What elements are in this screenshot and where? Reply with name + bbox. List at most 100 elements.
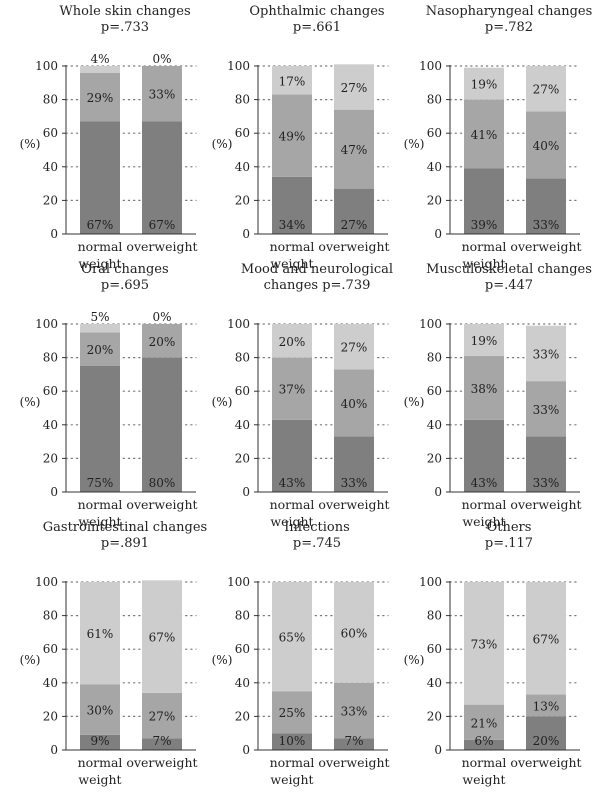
chart-title-line: Nasopharyngeal changes <box>425 4 593 19</box>
data-label: 65% <box>279 631 306 645</box>
chart-panel: Oral changes p=.695 75% 20% 5% 80% 20% 0% 0 20 40 6… <box>0 258 200 529</box>
y-tick-label: 60 <box>43 384 58 398</box>
y-tick-label: 0 <box>50 743 58 757</box>
bar-segment-bottom <box>142 121 182 234</box>
bar-segment-top <box>80 582 120 685</box>
bar-segment-top <box>272 582 312 692</box>
data-label: 27% <box>149 710 176 724</box>
x-tick-label: weight <box>270 256 313 271</box>
bar-segment-bottom <box>80 121 120 234</box>
plot-area: 39% 41% 19% 33% 40% 27% 0 20 40 60 80 100 (%) normal w… <box>404 59 582 271</box>
chart-panel: Others p=.117 6% 21% 73% 20% 13% 67% 0 20 40 60 80 10… <box>384 516 584 787</box>
data-label: 4% <box>90 52 109 66</box>
bar-segment-bottom <box>142 357 182 492</box>
chart-panel: Gastrointestinal changes p=.891 9% 30% 61% 7%… <box>0 516 208 787</box>
data-label: 33% <box>533 476 560 490</box>
bar-segment-bottom <box>464 168 504 234</box>
bar-segment-bottom <box>80 366 120 492</box>
data-label: 33% <box>341 476 368 490</box>
y-tick-label: 20 <box>235 451 250 465</box>
plot-area: 43% 38% 19% 33% 33% 33% 0 20 40 60 80 100 (%) normal w… <box>404 317 582 529</box>
data-label: 60% <box>341 626 368 640</box>
y-tick-label: 60 <box>43 642 58 656</box>
data-label: 27% <box>341 341 368 355</box>
x-tick-label: weight <box>462 772 505 787</box>
bar-segment-middle <box>80 684 120 735</box>
chart-title: Nasopharyngeal changes p=.782 <box>424 4 594 36</box>
chart-subtitle: p=.745 <box>292 536 342 551</box>
x-tick-label: overweight <box>510 497 581 512</box>
y-tick-label: 20 <box>235 193 250 207</box>
bar-segment-top <box>526 582 566 695</box>
bar-segment-middle <box>464 99 504 169</box>
y-tick-label: 60 <box>235 384 250 398</box>
y-tick-label: 0 <box>50 485 58 499</box>
y-tick-label: 20 <box>427 451 442 465</box>
y-tick-label: 20 <box>43 709 58 723</box>
bar-segment-bottom <box>272 176 312 234</box>
y-tick-label: 80 <box>43 351 58 365</box>
y-tick-label: 20 <box>43 193 58 207</box>
y-tick-label: 80 <box>235 93 250 107</box>
chart-title-line: Mood and neurological <box>240 262 394 277</box>
bar-segment-top <box>526 66 566 112</box>
chart-title: Infections p=.745 <box>232 520 402 552</box>
chart-title: Whole skin changes p=.733 <box>40 4 210 36</box>
data-label: 75% <box>87 476 114 490</box>
x-tick-label: normal <box>270 497 315 512</box>
bar-segment-bottom <box>272 419 312 492</box>
data-label: 43% <box>279 476 306 490</box>
x-tick-label: normal <box>462 497 507 512</box>
data-label: 38% <box>471 382 498 396</box>
y-tick-label: 60 <box>427 642 442 656</box>
chart-svg: 43% 38% 19% 33% 33% 33% 0 20 40 60 80 100 (%) normal w… <box>404 317 582 529</box>
bar-segment-middle <box>142 324 182 358</box>
y-axis-label: (%) <box>212 137 233 151</box>
y-tick-label: 0 <box>242 485 250 499</box>
chart-subtitle: p=.782 <box>484 20 534 35</box>
x-tick-label: normal <box>78 497 123 512</box>
chart-title: Oral changes p=.695 <box>40 262 210 294</box>
data-label: 49% <box>279 130 306 144</box>
bar-segment-top <box>464 582 504 705</box>
y-tick-label: 60 <box>235 642 250 656</box>
bar-segment-middle <box>526 111 566 179</box>
chart-title-line: Gastrointestinal changes <box>42 520 208 535</box>
bar-segment-bottom <box>272 733 312 750</box>
plot-area: 34% 49% 17% 27% 47% 27% 0 20 40 60 80 100 (%) normal w… <box>212 59 390 271</box>
chart-panel: Whole skin changes p=.733 67% 29% 4% 67% 33% 0%… <box>0 0 200 271</box>
y-axis-label: (%) <box>212 653 233 667</box>
bar-segment-middle <box>80 332 120 366</box>
data-label: 7% <box>344 734 363 748</box>
plot-area: 43% 37% 20% 33% 40% 27% 0 20 40 60 80 100 (%) normal w… <box>212 317 390 529</box>
x-tick-label: normal <box>78 239 123 254</box>
y-tick-label: 40 <box>427 160 442 174</box>
data-label: 20% <box>279 335 306 349</box>
y-tick-label: 20 <box>235 709 250 723</box>
y-tick-label: 80 <box>43 609 58 623</box>
chart-svg: 34% 49% 17% 27% 47% 27% 0 20 40 60 80 100 (%) normal w… <box>212 59 390 271</box>
data-label: 27% <box>341 81 368 95</box>
bar-segment-top <box>526 325 566 382</box>
chart-subtitle: p=.695 <box>100 278 150 293</box>
data-label: 20% <box>87 343 114 357</box>
bar-segment-middle <box>334 369 374 437</box>
y-tick-label: 100 <box>227 575 250 589</box>
data-label: 33% <box>533 403 560 417</box>
bar-segment-top <box>80 324 120 333</box>
x-tick-label: weight <box>270 514 313 529</box>
y-tick-label: 100 <box>419 575 442 589</box>
plot-area: 75% 20% 5% 80% 20% 0% 0 20 40 60 80 100 (%) normal wei… <box>20 310 198 529</box>
data-label: 33% <box>533 218 560 232</box>
data-label: 43% <box>471 476 498 490</box>
chart-title: Musculoskeletal changes p=.447 <box>424 262 594 294</box>
y-axis-label: (%) <box>20 137 41 151</box>
data-label: 67% <box>87 218 114 232</box>
x-tick-label: normal <box>78 755 123 770</box>
chart-title-line: Whole skin changes <box>59 4 191 19</box>
y-axis-label: (%) <box>404 137 425 151</box>
chart-title-line: Ophthalmic changes <box>249 4 385 19</box>
y-tick-label: 40 <box>43 418 58 432</box>
y-tick-label: 40 <box>43 160 58 174</box>
data-label: 61% <box>87 627 114 641</box>
